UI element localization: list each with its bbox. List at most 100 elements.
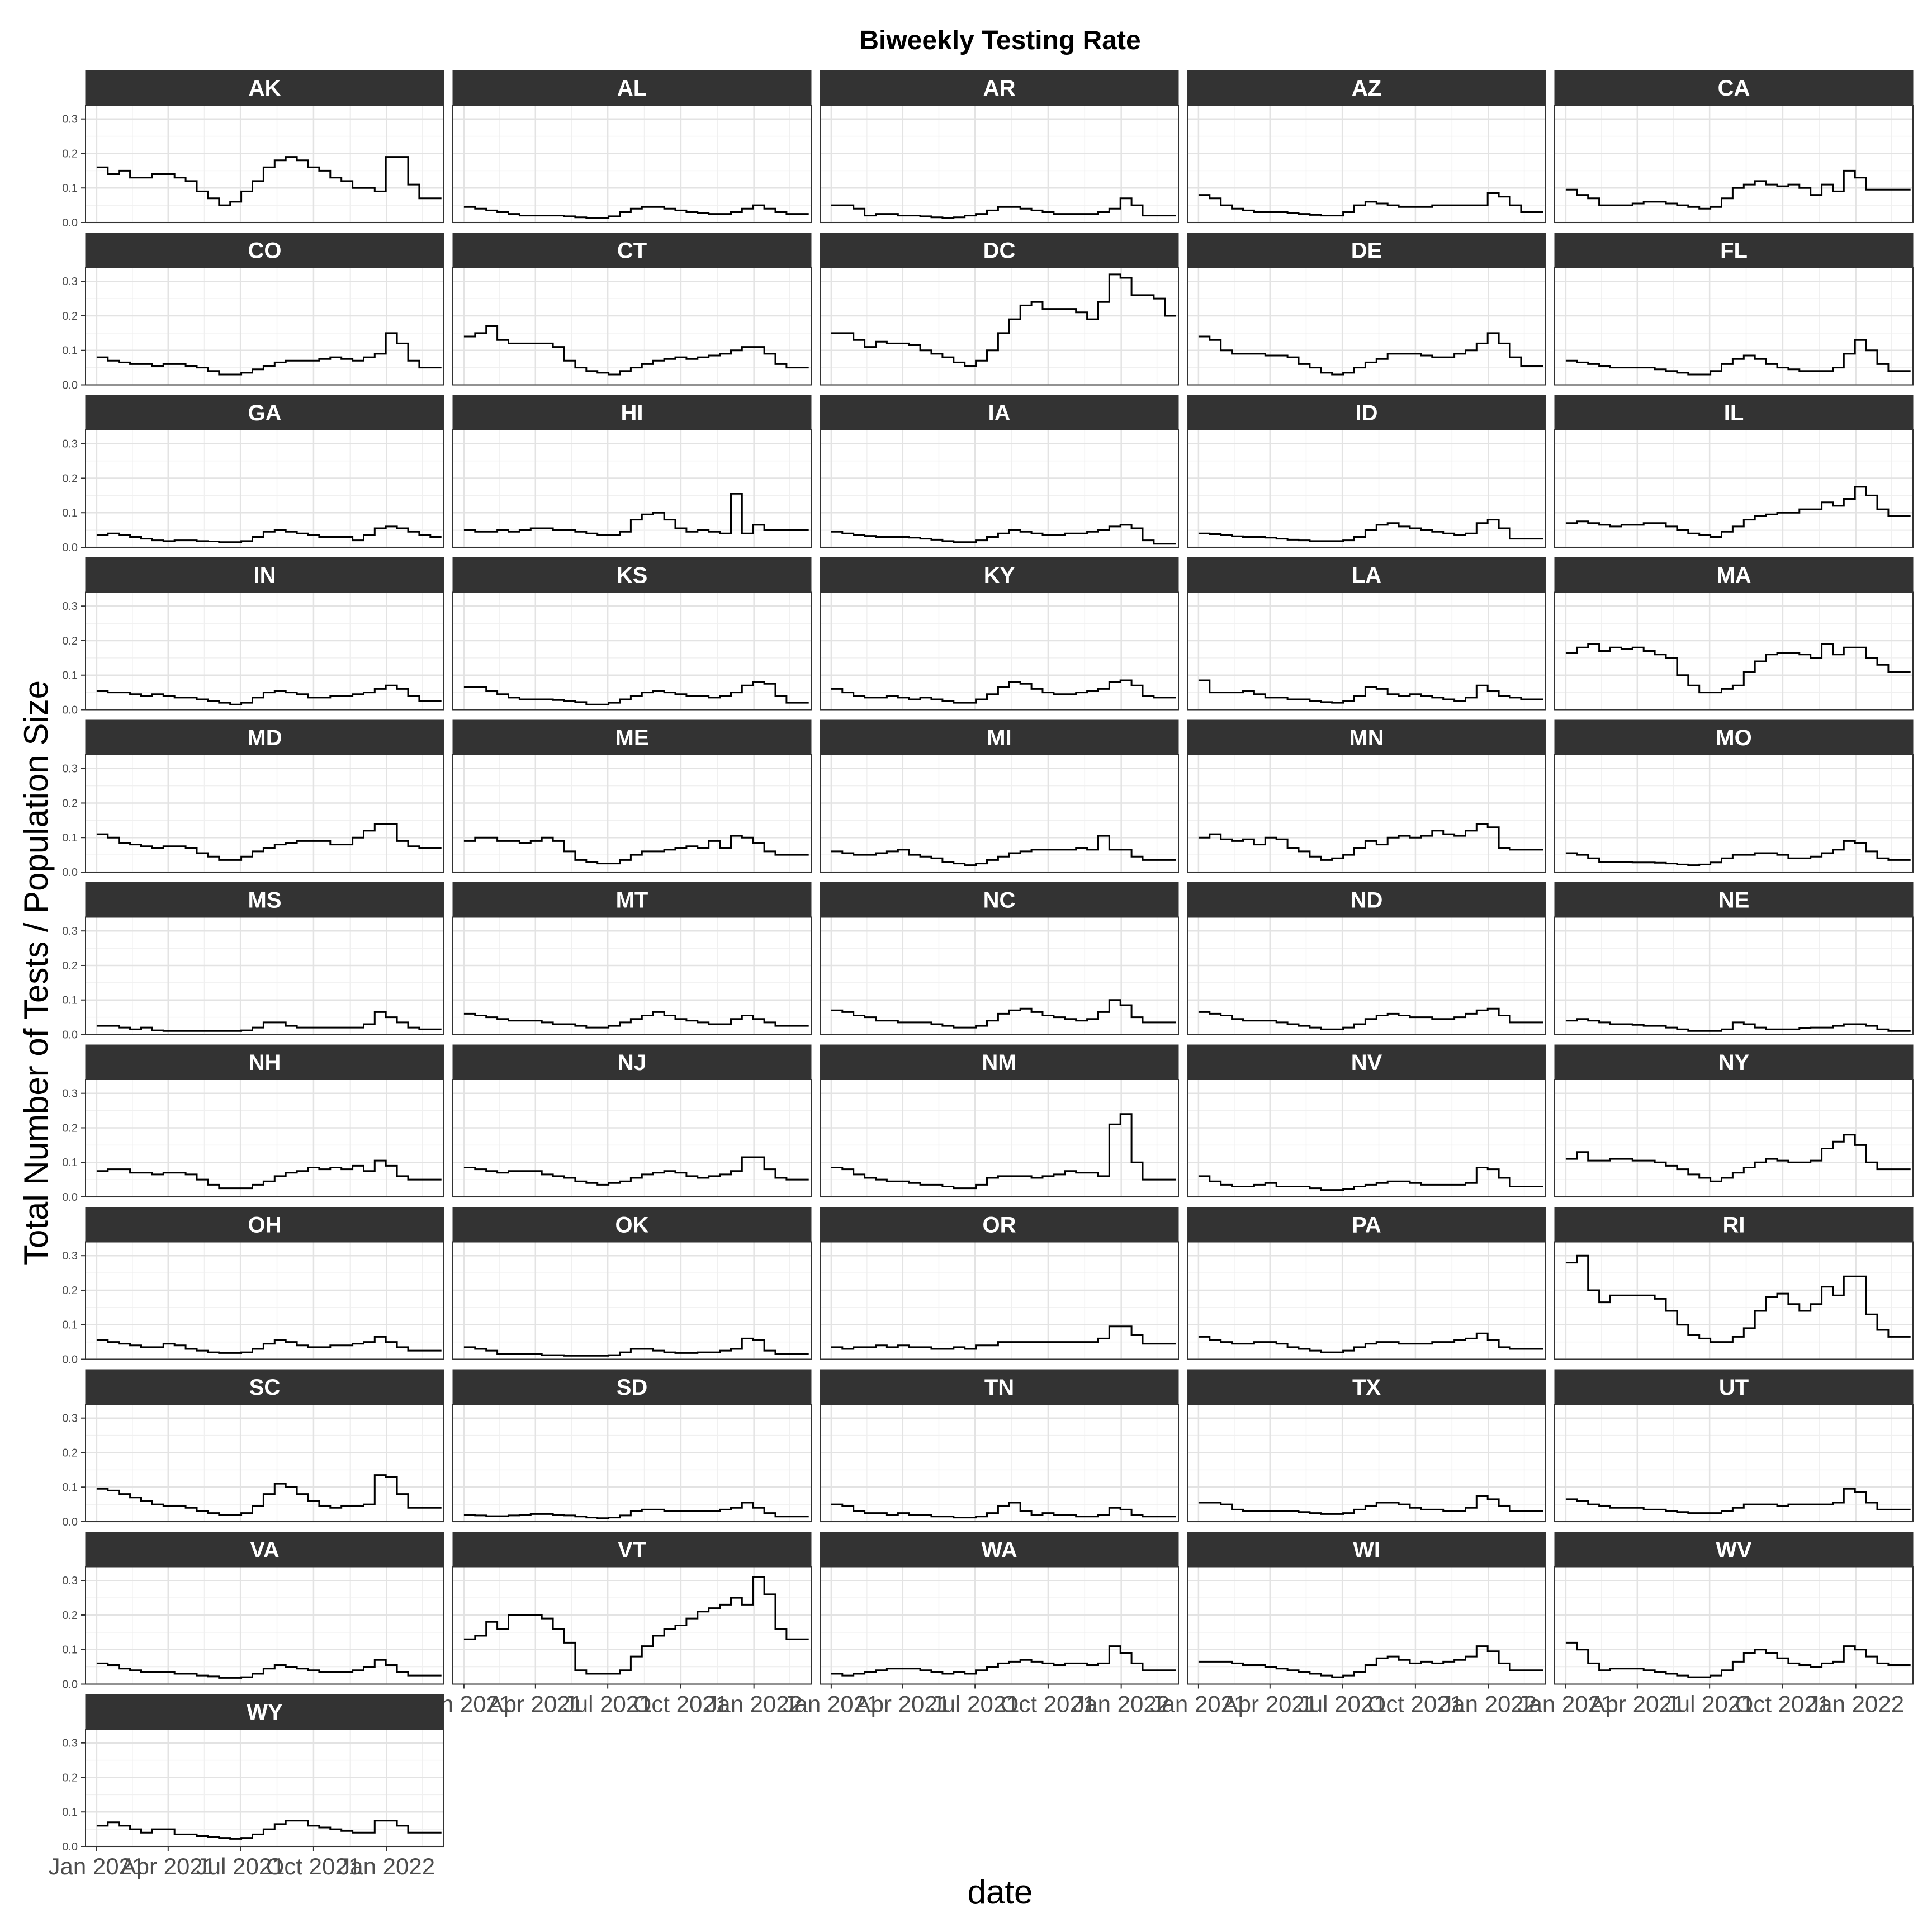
strip-label: WY: [247, 1700, 283, 1725]
panel-background: [453, 105, 811, 222]
y-tick-label: 0.2: [62, 1285, 78, 1297]
strip-label: CT: [617, 239, 647, 263]
facet-panel-az: AZ: [1187, 70, 1546, 224]
x-tick-label: Jan 2021: [783, 1691, 879, 1717]
y-tick-label: 0.3: [62, 925, 78, 937]
panel-border: [452, 1241, 812, 1360]
panel-border: [1554, 754, 1914, 873]
panel-border: [85, 267, 444, 386]
panel-border: [1187, 1079, 1546, 1197]
strip-label: MD: [247, 726, 282, 750]
strip-label: ID: [1356, 401, 1378, 425]
y-tick-label: 0.2: [62, 1122, 78, 1134]
y-tick-label: 0.1: [62, 670, 78, 682]
y-tick-label: 0.3: [62, 600, 78, 613]
series-line-mo: [1565, 840, 1911, 866]
facet-panel-ut: UT: [1554, 1369, 1914, 1523]
panel-border: [452, 105, 812, 223]
strip-background: [85, 882, 444, 917]
strip-label: SD: [617, 1375, 648, 1400]
panel-background: [1187, 1079, 1546, 1197]
strip-background: [85, 1369, 444, 1405]
series-line-nd: [1198, 1007, 1543, 1030]
x-tick-label: Apr 2021: [1590, 1691, 1685, 1717]
strip-background: [1187, 1369, 1546, 1405]
panel-background: [1555, 1079, 1913, 1197]
facet-panel-ky: KY: [820, 557, 1179, 711]
y-tick-label: 0.3: [62, 1737, 78, 1750]
panel-border: [452, 1404, 812, 1522]
panel-background: [820, 1404, 1178, 1522]
panel-background: [820, 1566, 1178, 1684]
panel-border: [1187, 1566, 1546, 1685]
y-tick-label: 0.0: [62, 704, 78, 717]
strip-label: AZ: [1352, 76, 1381, 101]
x-tick-label: Jul 2021: [1665, 1691, 1754, 1717]
panel-background: [86, 917, 444, 1035]
y-tick-label: 0.2: [62, 797, 78, 809]
facet-panel-ia: IA: [820, 395, 1179, 548]
x-tick-label: Oct 2021: [633, 1691, 728, 1717]
strip-background: [1554, 557, 1914, 593]
series-line-ct: [463, 325, 809, 376]
panel-background: [1187, 267, 1546, 385]
series-line-in: [96, 684, 442, 705]
strip-background: [1187, 395, 1546, 430]
series-line-vt: [463, 1576, 809, 1675]
series-line-il: [1565, 486, 1911, 538]
series-line-de: [1198, 332, 1543, 376]
facet-panel-ok: OK: [452, 1207, 812, 1360]
strip-background: [452, 1369, 812, 1405]
strip-background: [85, 1532, 444, 1567]
series-line-pa: [1198, 1332, 1543, 1353]
series-line-oh: [96, 1336, 442, 1354]
x-tick-label: Jul 2021: [1298, 1691, 1387, 1717]
strip-background: [452, 1532, 812, 1567]
strip-label: OR: [983, 1213, 1016, 1238]
strip-background: [820, 1369, 1179, 1405]
strip-label: FL: [1720, 239, 1748, 263]
series-line-ar: [831, 197, 1176, 219]
facet-panel-ks: KS: [452, 557, 812, 711]
y-tick-label: 0.3: [62, 276, 78, 288]
strip-label: NE: [1718, 888, 1750, 913]
strip-background: [820, 1207, 1179, 1242]
facet-panel-md: MD 0.0 0.1 0.2 0.3: [62, 719, 444, 879]
strip-label: OH: [248, 1213, 282, 1238]
x-tick-label: Jan 2021: [48, 1853, 145, 1879]
strip-background: [820, 395, 1179, 430]
series-line-mt: [463, 1011, 809, 1029]
panel-background: [86, 1242, 444, 1360]
y-tick-label: 0.0: [62, 217, 78, 229]
strip-background: [452, 395, 812, 430]
panel-border: [1554, 1079, 1914, 1197]
y-tick-label: 0.1: [62, 345, 78, 357]
x-tick-label: Oct 2021: [1368, 1691, 1463, 1717]
panel-border: [1187, 591, 1546, 711]
panel-background: [453, 755, 811, 872]
series-line-nh: [96, 1159, 442, 1190]
strip-label: AK: [249, 76, 281, 101]
series-line-ms: [96, 1011, 442, 1032]
strip-label: NC: [983, 888, 1016, 913]
panel-border: [85, 1566, 444, 1685]
facet-panel-pa: PA: [1187, 1207, 1546, 1360]
y-tick-label: 0.0: [62, 1516, 78, 1528]
series-line-nm: [831, 1113, 1176, 1190]
x-tick-label: Jan 2022: [705, 1691, 802, 1717]
strip-background: [1187, 1044, 1546, 1080]
y-tick-label: 0.2: [62, 1447, 78, 1459]
strip-label: SC: [249, 1375, 281, 1400]
series-line-ks: [463, 681, 809, 705]
strip-background: [1187, 1207, 1546, 1242]
y-tick-label: 0.2: [62, 310, 78, 323]
facet-panel-ga: GA 0.0 0.1 0.2 0.3: [62, 395, 444, 554]
strip-background: [1554, 395, 1914, 430]
panel-border: [1187, 105, 1546, 223]
strip-background: [452, 1044, 812, 1080]
panel-background: [453, 1242, 811, 1360]
strip-label: NJ: [618, 1050, 646, 1075]
